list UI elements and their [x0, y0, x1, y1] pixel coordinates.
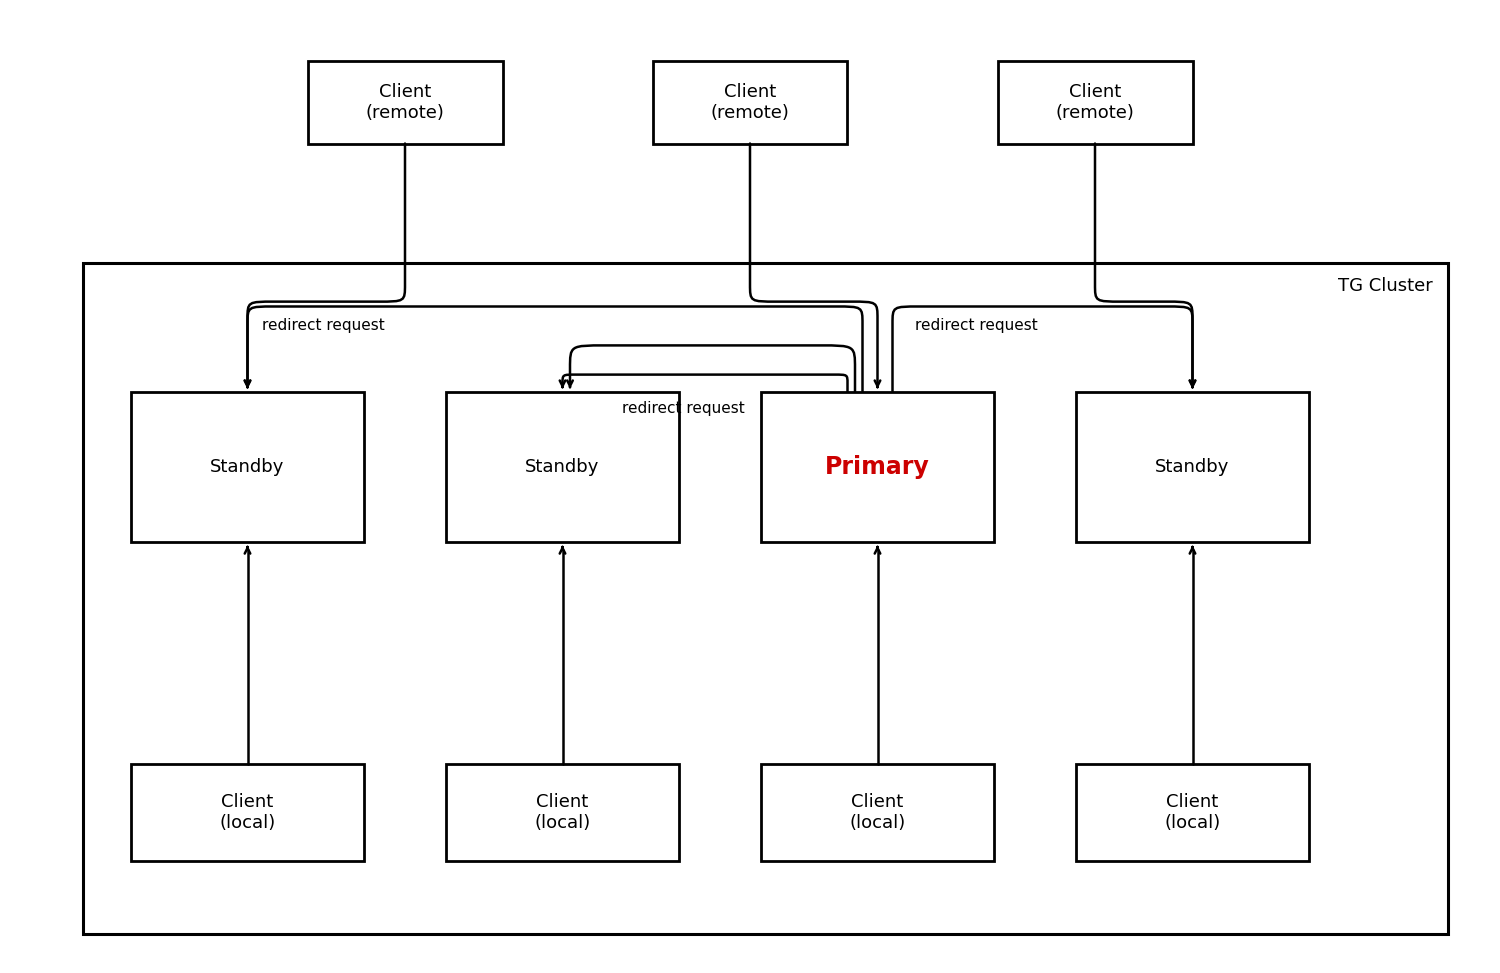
Bar	[1077, 764, 1308, 861]
Bar	[447, 764, 678, 861]
Text: Client
(remote): Client (remote)	[1056, 83, 1134, 122]
Bar	[132, 764, 363, 861]
Bar	[308, 60, 503, 143]
Text: Client
(local): Client (local)	[534, 793, 591, 832]
Text: TG Cluster: TG Cluster	[1338, 277, 1432, 295]
Text: redirect request: redirect request	[915, 318, 1038, 334]
Text: Client
(local): Client (local)	[219, 793, 276, 832]
Text: Standby: Standby	[525, 458, 600, 476]
Text: redirect request: redirect request	[262, 318, 386, 334]
Bar	[132, 391, 363, 543]
Text: Client
(remote): Client (remote)	[366, 83, 444, 122]
Bar	[82, 263, 1447, 934]
Text: Client
(local): Client (local)	[849, 793, 906, 832]
Text: Client
(local): Client (local)	[1164, 793, 1221, 832]
Text: Primary: Primary	[825, 455, 930, 479]
Bar	[652, 60, 847, 143]
Text: Standby: Standby	[1155, 458, 1230, 476]
Text: Client
(remote): Client (remote)	[711, 83, 789, 122]
Bar	[1077, 391, 1308, 543]
Bar	[760, 391, 993, 543]
Text: redirect request: redirect request	[622, 401, 746, 416]
Bar	[447, 391, 678, 543]
Bar	[998, 60, 1192, 143]
Text: Standby: Standby	[210, 458, 285, 476]
Bar	[760, 764, 993, 861]
